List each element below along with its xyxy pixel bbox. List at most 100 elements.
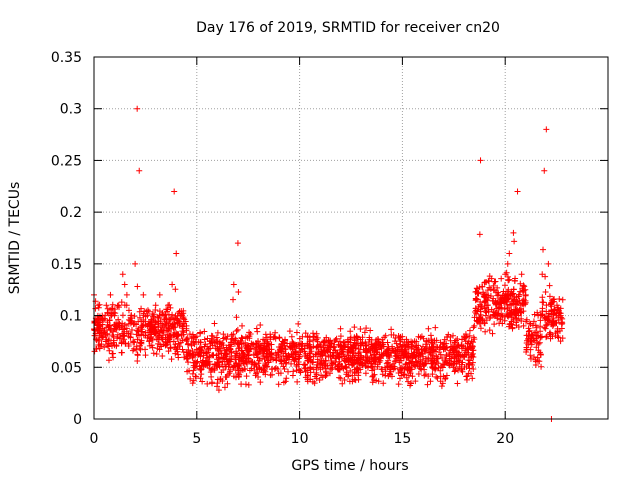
data-point <box>319 374 326 381</box>
data-point <box>106 323 113 330</box>
data-point <box>136 314 143 321</box>
data-point <box>174 320 181 327</box>
data-point <box>309 359 316 366</box>
data-point <box>264 357 271 364</box>
data-point <box>267 372 274 379</box>
data-point <box>438 383 445 390</box>
data-point <box>390 360 397 367</box>
data-point <box>166 333 173 340</box>
data-point <box>208 332 215 339</box>
data-point <box>289 372 296 379</box>
data-point <box>403 374 410 381</box>
data-point <box>109 350 116 357</box>
data-point <box>193 373 200 380</box>
data-point <box>214 338 221 345</box>
data-point <box>444 334 451 341</box>
data-point <box>437 367 444 374</box>
data-point <box>315 350 322 357</box>
data-point <box>437 339 444 346</box>
data-point <box>168 356 175 363</box>
data-point <box>364 348 371 355</box>
data-point <box>378 343 385 350</box>
data-point <box>194 358 201 365</box>
data-point <box>227 345 234 352</box>
data-point <box>470 324 477 331</box>
data-point <box>153 328 160 335</box>
data-point <box>542 325 549 332</box>
y-tick-label: 0.15 <box>51 257 82 273</box>
data-point <box>95 302 102 309</box>
data-point <box>429 340 436 347</box>
data-point <box>133 321 140 328</box>
data-point <box>421 372 428 379</box>
data-point <box>311 380 318 387</box>
data-point <box>368 344 375 351</box>
data-point <box>548 306 555 313</box>
data-point <box>395 369 402 376</box>
data-point <box>282 360 289 367</box>
data-point <box>299 346 306 353</box>
data-point <box>493 301 500 308</box>
data-point <box>359 339 366 346</box>
data-point <box>375 378 382 385</box>
data-point <box>110 337 117 344</box>
data-point <box>241 351 248 358</box>
data-point <box>185 347 192 354</box>
data-point <box>437 351 444 358</box>
data-point <box>528 341 535 348</box>
data-point <box>95 321 102 328</box>
data-point <box>550 320 557 327</box>
data-point <box>150 350 157 357</box>
data-point <box>437 373 444 380</box>
data-point <box>256 357 263 364</box>
data-point <box>248 365 255 372</box>
data-point <box>314 364 321 371</box>
data-point <box>162 342 169 349</box>
data-point <box>113 320 120 327</box>
data-point <box>341 377 348 384</box>
data-point <box>222 351 229 358</box>
data-point <box>134 351 141 358</box>
data-point <box>336 366 343 373</box>
data-point <box>513 322 520 329</box>
data-point <box>217 376 224 383</box>
data-point <box>187 375 194 382</box>
data-point <box>494 284 501 291</box>
data-point <box>470 366 477 373</box>
data-point <box>450 332 457 339</box>
data-point <box>363 356 370 363</box>
data-point <box>541 167 548 174</box>
data-point <box>363 342 370 349</box>
data-point <box>175 351 182 358</box>
data-point <box>169 281 176 288</box>
data-point <box>304 372 311 379</box>
data-point <box>275 344 282 351</box>
data-point <box>289 339 296 346</box>
data-point <box>275 370 282 377</box>
data-point <box>506 321 513 328</box>
data-point <box>415 370 422 377</box>
data-point <box>424 381 431 388</box>
data-point <box>106 322 113 329</box>
data-point <box>302 330 309 337</box>
data-point <box>363 325 370 332</box>
data-point <box>454 352 461 359</box>
data-point <box>229 335 236 342</box>
data-point <box>105 357 112 364</box>
data-point <box>123 291 130 298</box>
data-point <box>204 380 211 387</box>
data-point <box>106 347 113 354</box>
data-point <box>293 329 300 336</box>
data-point <box>331 338 338 345</box>
data-point <box>262 371 269 378</box>
data-point <box>314 356 321 363</box>
x-tick-label: 5 <box>192 431 201 447</box>
data-point <box>326 370 333 377</box>
data-point <box>208 373 215 380</box>
data-point <box>156 291 163 298</box>
data-point <box>385 357 392 364</box>
data-point <box>294 378 301 385</box>
data-point <box>215 387 222 394</box>
data-point <box>423 337 430 344</box>
data-point <box>363 362 370 369</box>
